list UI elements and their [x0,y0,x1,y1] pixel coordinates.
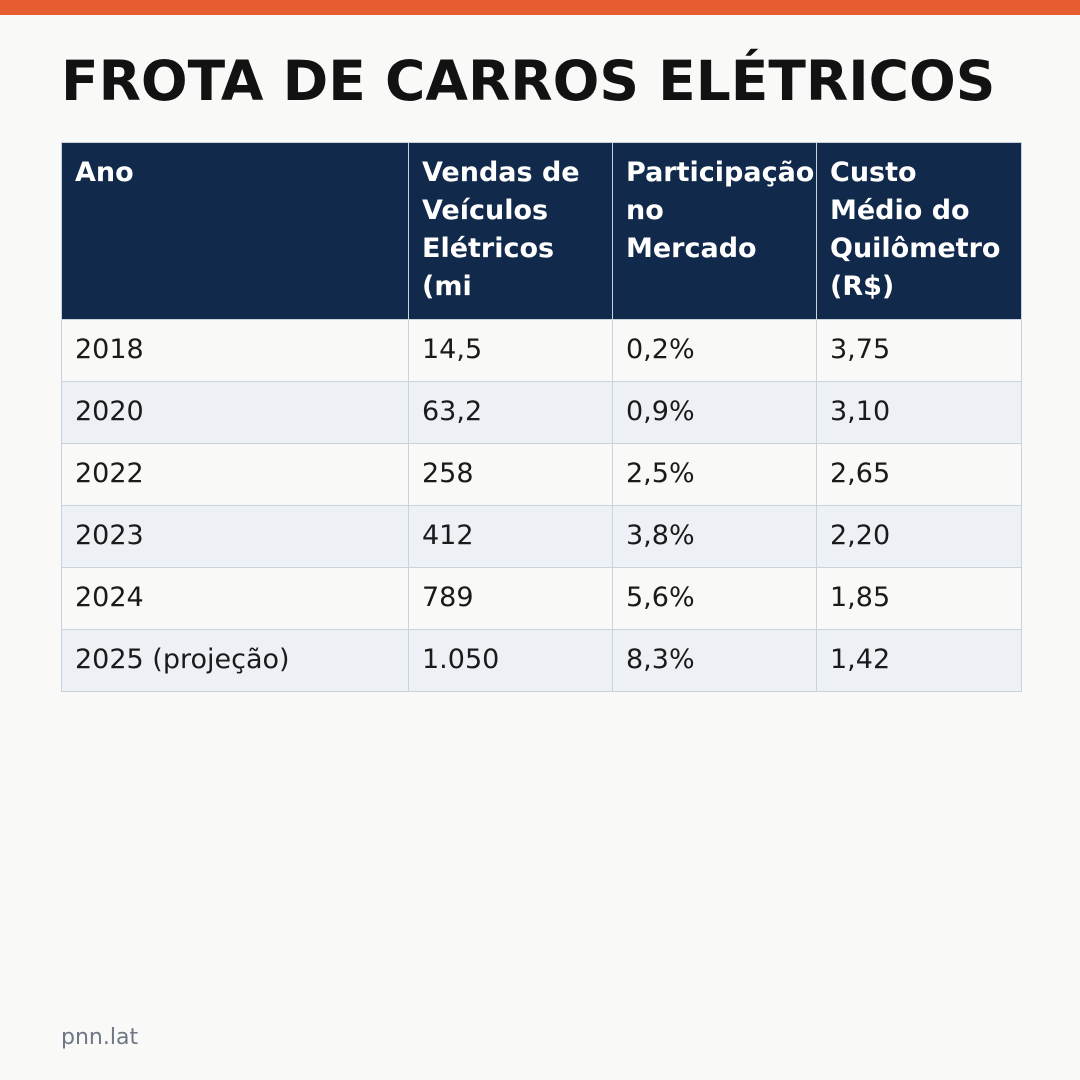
header-row: Ano Vendas de Veículos Elétricos (mi Parti… [61,142,1022,320]
table-body: 2018 14,5 0,2% 3,75 2020 63,2 0,9% 3,10 2022 258 2… [61,319,1022,692]
table-cell: 3,75 [816,319,1022,382]
table-cell: 5,6% [612,567,817,630]
table-cell: 8,3% [612,629,817,692]
column-header: Vendas de Veículos Elétricos (mi [408,142,613,320]
table-cell: 1.050 [408,629,613,692]
table-cell: 63,2 [408,381,613,444]
table-cell: 2,65 [816,443,1022,506]
column-header-label: Ano [75,157,134,188]
table-cell: 2025 (projeção) [61,629,409,692]
table-cell: 2022 [61,443,409,506]
table-cell: 1,85 [816,567,1022,630]
table-cell: 2018 [61,319,409,382]
top-accent-bar [0,0,1080,15]
table-cell: 2023 [61,505,409,568]
table-cell: 2024 [61,567,409,630]
footer-source: pnn.lat [61,1025,139,1050]
table-row: 2025 (projeção) 1.050 8,3% 1,42 [61,629,1022,692]
table-cell: 0,2% [612,319,817,382]
column-header: Ano [61,142,409,320]
table-row: 2020 63,2 0,9% 3,10 [61,381,1022,444]
column-header-label: Vendas de Veículos Elétricos (mi [422,157,580,302]
table-cell: 14,5 [408,319,613,382]
table-cell: 2,20 [816,505,1022,568]
table-row: 2023 412 3,8% 2,20 [61,505,1022,568]
table-cell: 3,10 [816,381,1022,444]
column-header-label: Custo Médio do Quilômetro (R$) [830,157,1001,302]
table-cell: 789 [408,567,613,630]
table-header: Ano Vendas de Veículos Elétricos (mi Parti… [61,142,1022,320]
page-title: FROTA DE CARROS ELÉTRICOS [61,49,996,113]
table-cell: 3,8% [612,505,817,568]
table-cell: 2,5% [612,443,817,506]
table-cell: 258 [408,443,613,506]
data-table: Ano Vendas de Veículos Elétricos (mi Parti… [61,142,1022,692]
column-header: Participação no Mercado [612,142,817,320]
column-header-label: Participação no Mercado [626,157,815,264]
table-cell: 412 [408,505,613,568]
table-cell: 1,42 [816,629,1022,692]
table-cell: 0,9% [612,381,817,444]
table-row: 2024 789 5,6% 1,85 [61,567,1022,630]
table-cell: 2020 [61,381,409,444]
column-header: Custo Médio do Quilômetro (R$) [816,142,1022,320]
table-row: 2022 258 2,5% 2,65 [61,443,1022,506]
table-row: 2018 14,5 0,2% 3,75 [61,319,1022,382]
